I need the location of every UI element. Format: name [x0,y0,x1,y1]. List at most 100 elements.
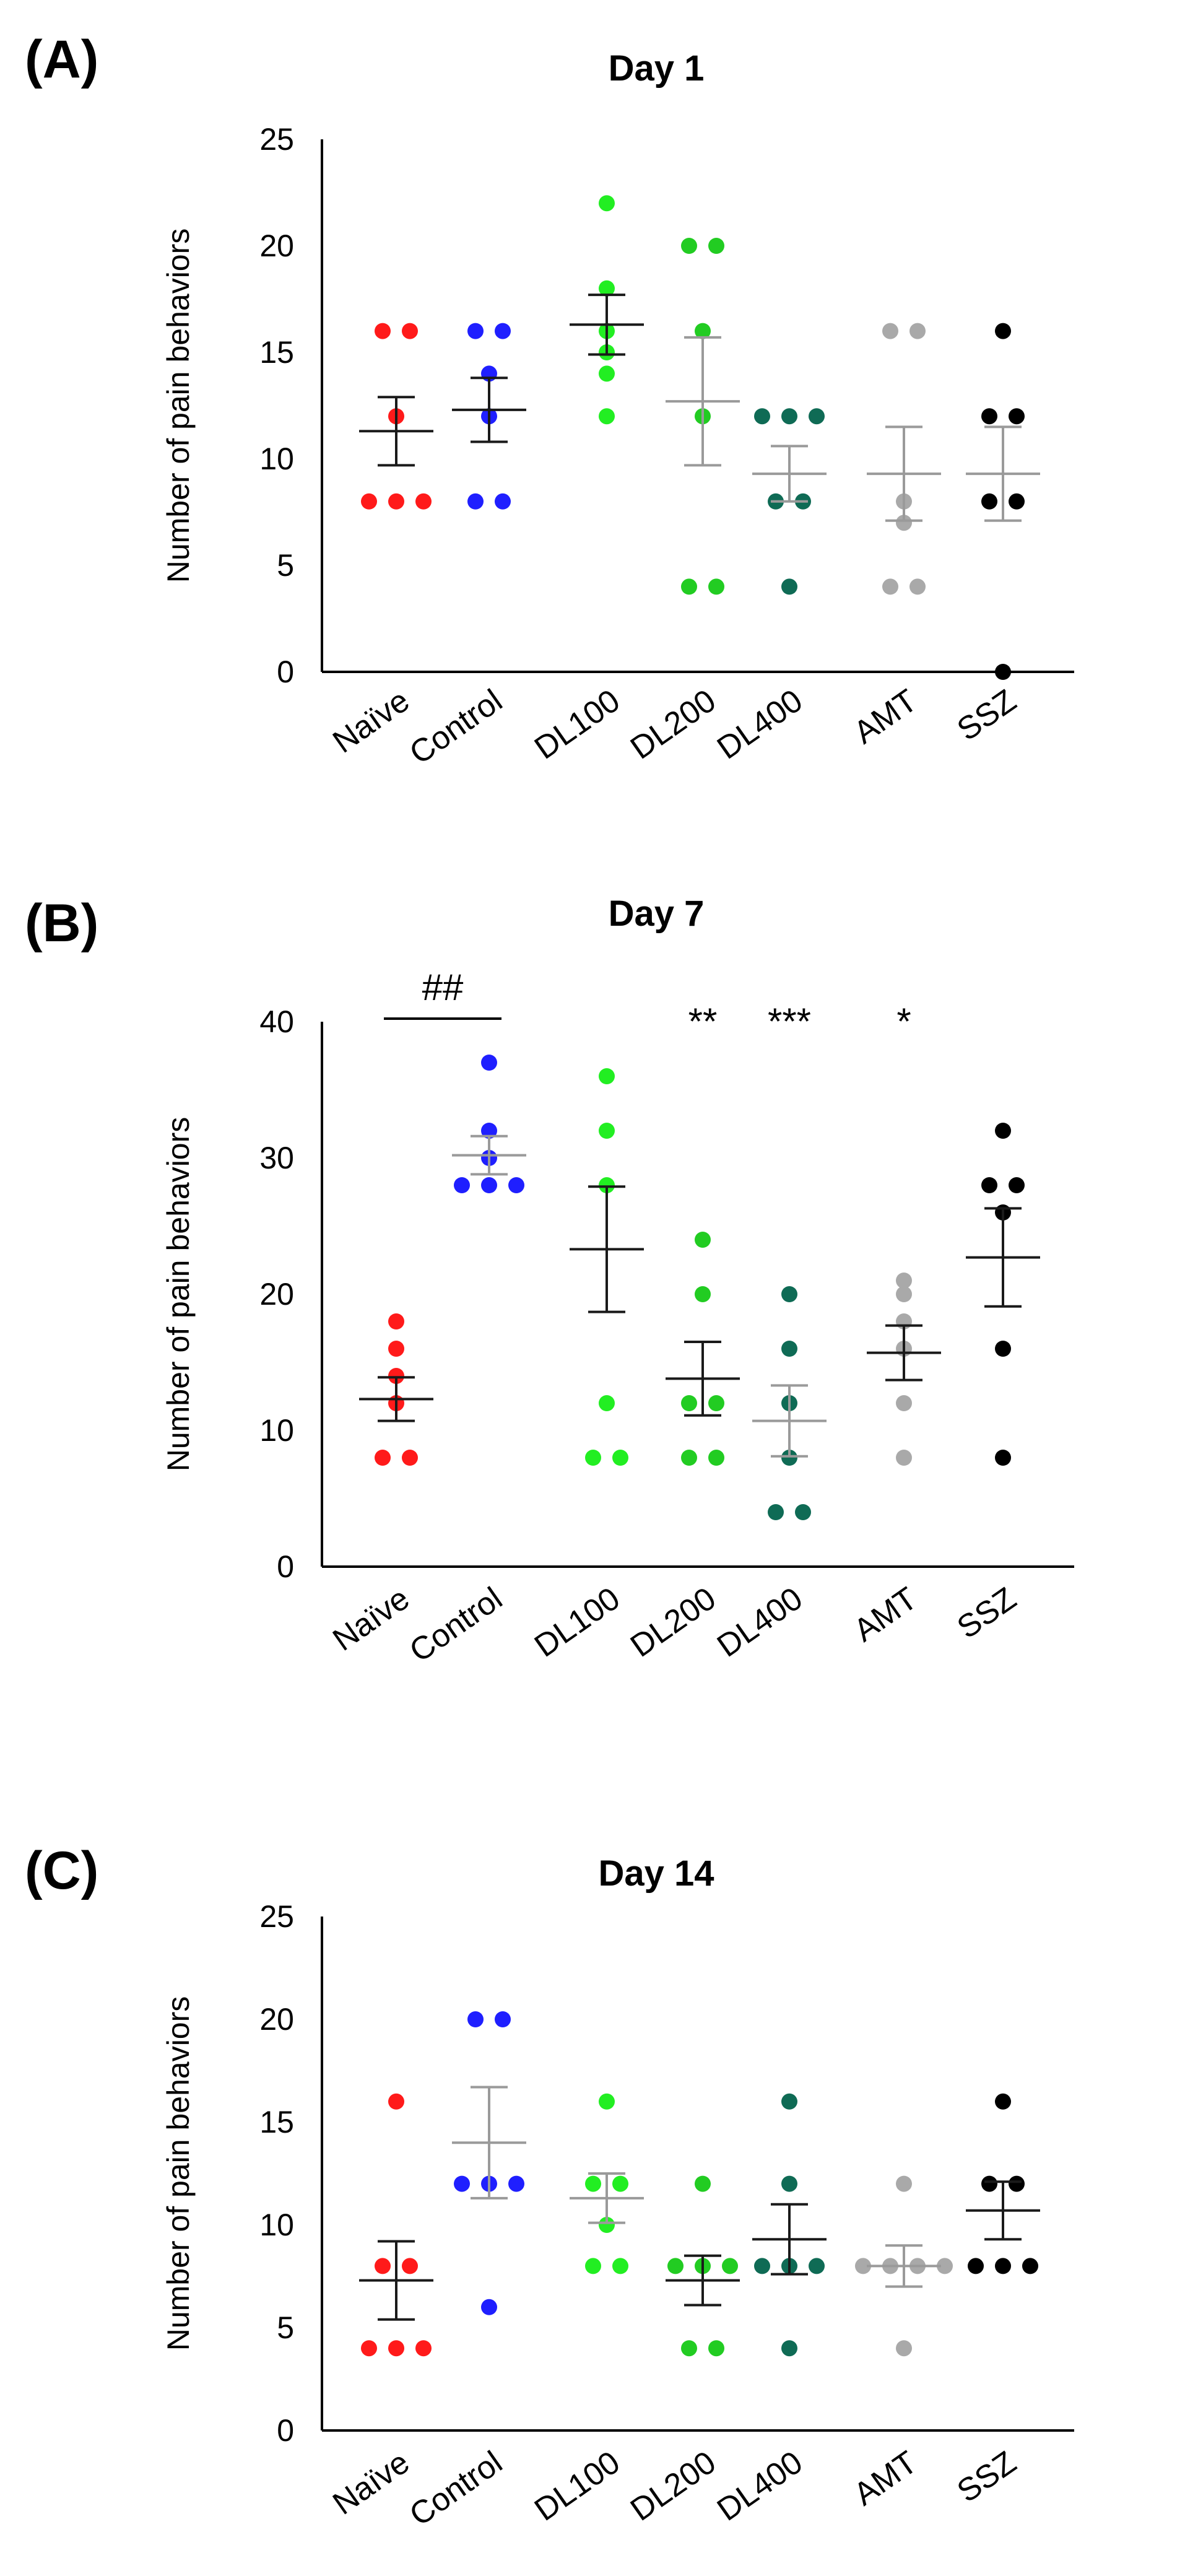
data-point [995,664,1011,680]
data-point [781,1286,797,1302]
x-tick-label: SSZ [951,1580,1023,1646]
data-point [388,1313,404,1329]
x-tick-label: Naïve [326,2444,416,2522]
data-point [585,2258,601,2274]
data-point [467,493,484,510]
x-tick-label: Control [403,682,509,772]
chart-title: Day 7 [609,894,705,934]
panel-2: (B) Day 7 0 10 20 30 40 Number of pain behavior… [25,894,1074,1669]
data-point [968,2258,984,2274]
data-point [1009,493,1025,510]
data-point [375,2258,391,2274]
data-point [681,238,697,254]
data-point [795,1504,811,1520]
data-point [781,578,797,595]
data-point [599,280,615,297]
data-point [388,2093,404,2110]
data-point [995,1341,1011,1357]
data-point [402,323,418,339]
x-tick-label: DL400 [711,1580,809,1664]
y-axis-title: Number of pain behaviors [161,228,196,583]
data-point [508,1177,524,1193]
data-point [809,408,825,425]
data-point [909,578,926,595]
panel-3: (C) Day 14 0 5 10 15 20 25 Number of pain behavi… [25,1841,1074,2533]
y-tick-label: 10 [259,1413,294,1448]
data-point [708,2340,724,2357]
data-point [754,408,770,425]
x-tick-label: Control [403,1580,509,1669]
data-point [695,1232,711,1248]
data-point [809,2258,825,2274]
data-point [681,2340,697,2357]
data-point [981,493,997,510]
data-point [781,1450,797,1466]
data-point [855,2258,871,2274]
data-point [695,323,711,339]
chart-title: Day 14 [598,1853,714,1894]
data-point [585,2175,601,2192]
data-point [995,2258,1011,2274]
data-point [599,2217,615,2233]
data-point [508,2175,524,2192]
significance-mark: * [896,1001,911,1042]
x-tick-label: DL400 [711,2444,809,2528]
data-point [375,1450,391,1466]
data-point [896,2340,912,2357]
x-tick-label: DL100 [528,1580,627,1664]
data-point [361,2340,377,2357]
x-tick-label: DL200 [624,682,723,766]
data-point [402,1450,418,1466]
x-tick-label: Control [403,2444,509,2533]
data-point [481,2299,497,2315]
data-point [415,493,432,510]
data-point [896,1286,912,1302]
data-point [909,323,926,339]
data-point [981,1177,997,1193]
significance-mark: *** [768,1001,811,1042]
data-point [781,2093,797,2110]
data-point [454,1177,470,1193]
panel-label: (A) [25,30,98,89]
panel-label: (B) [25,894,98,953]
x-tick-label: Naïve [326,682,416,760]
data-point [708,578,724,595]
data-point [937,2258,953,2274]
y-tick-label: 10 [259,442,294,476]
x-tick-label: AMT [848,1580,924,1648]
data-point [681,1395,697,1411]
data-point [599,1177,615,1193]
data-point [388,1368,404,1384]
x-tick-label: SSZ [951,2444,1023,2510]
y-tick-label: 15 [259,335,294,370]
data-point [599,1395,615,1411]
data-point [896,1450,912,1466]
y-tick-label: 40 [259,1004,294,1039]
data-point [481,1123,497,1139]
data-point [896,2175,912,2192]
data-point [388,1341,404,1357]
data-point [667,2258,684,2274]
data-point [781,2175,797,2192]
y-tick-label: 20 [259,2002,294,2037]
data-point [599,195,615,212]
data-point [1009,1177,1025,1193]
data-point [722,2258,738,2274]
data-point [708,1395,724,1411]
x-tick-label: Naïve [326,1580,416,1658]
data-point [612,2175,628,2192]
y-tick-label: 5 [277,2310,294,2345]
data-point [495,493,511,510]
data-point [361,493,377,510]
x-tick-label: SSZ [951,682,1023,748]
x-tick-label: DL200 [624,1580,723,1664]
data-point [1022,2258,1038,2274]
x-tick-label: DL400 [711,682,809,766]
data-point [388,493,404,510]
data-point [599,408,615,425]
data-point [467,323,484,339]
x-tick-label: DL100 [528,682,627,766]
data-point [995,2093,1011,2110]
y-tick-label: 25 [259,122,294,157]
data-point [882,578,898,595]
